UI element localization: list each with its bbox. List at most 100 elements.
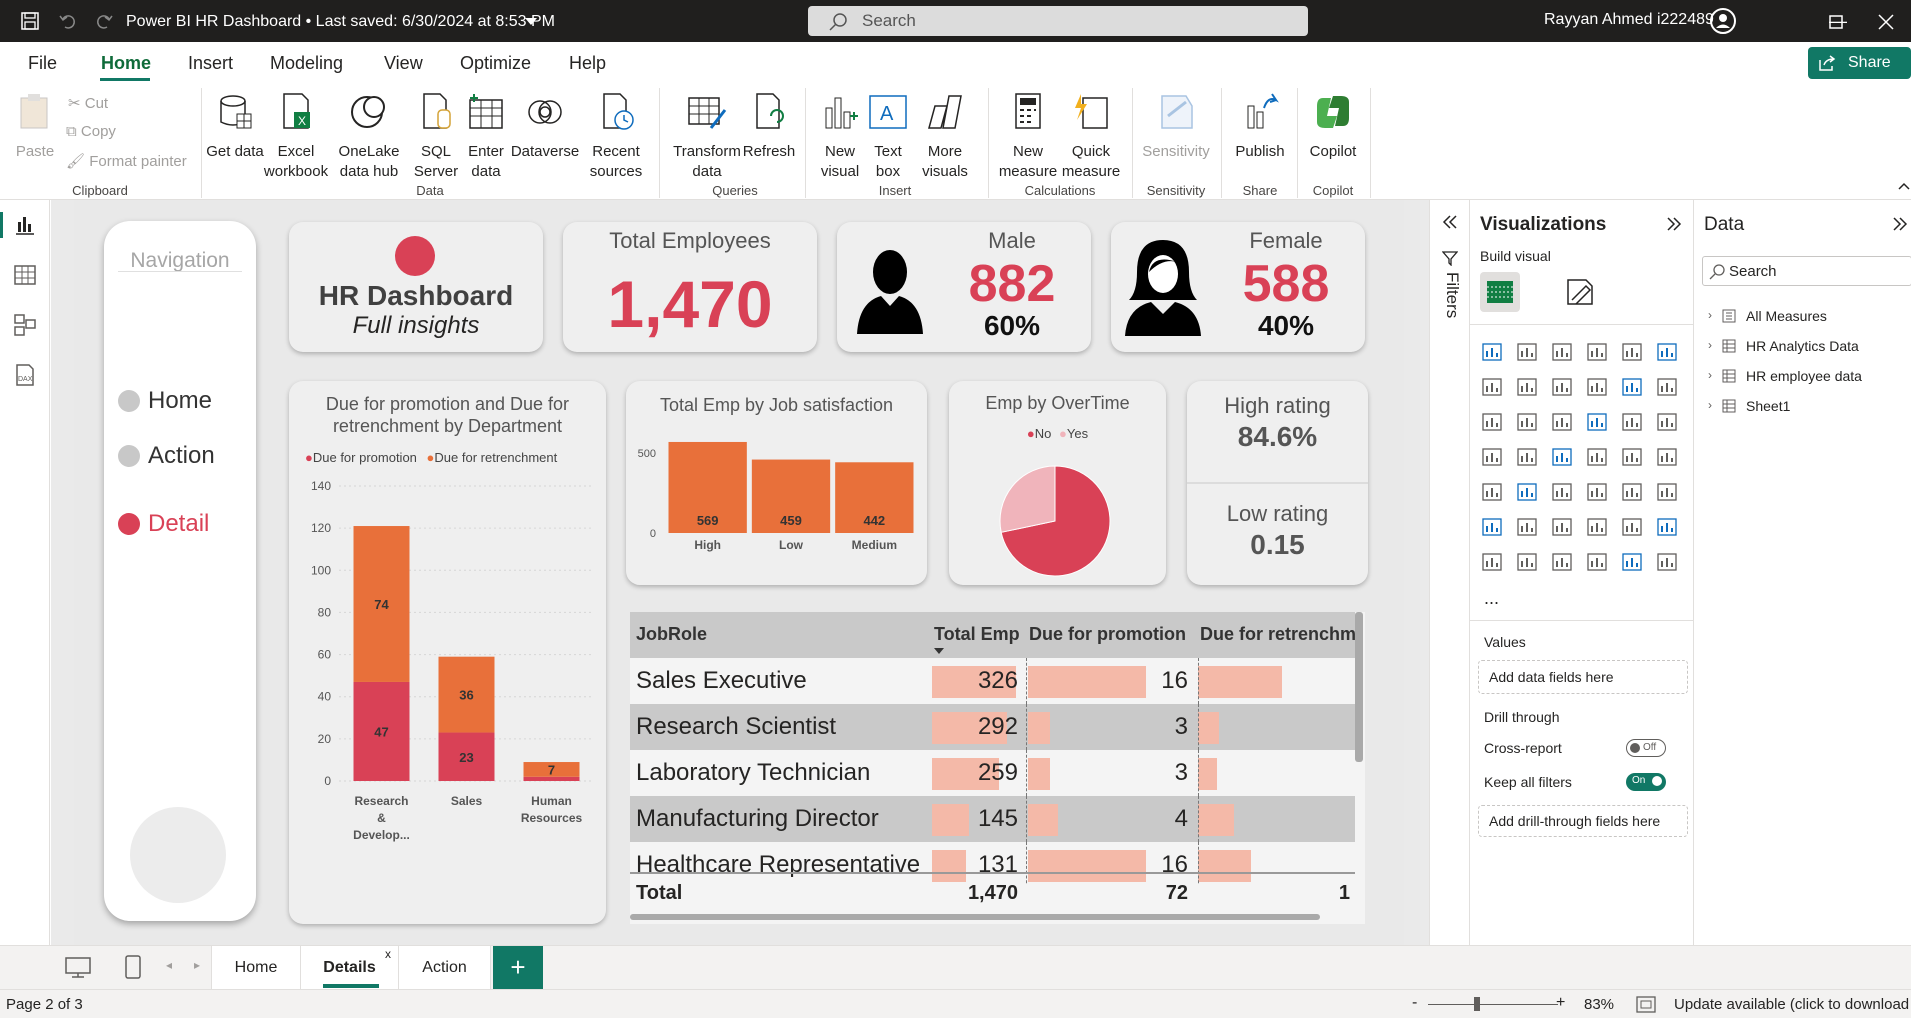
menu-file[interactable]: File	[28, 53, 58, 73]
copilot-button[interactable]: Copilot	[1302, 92, 1364, 162]
power-automate-icon[interactable]	[1550, 550, 1574, 574]
col-header-jobrole[interactable]: JobRole	[636, 624, 708, 644]
cut-button[interactable]: ✂ Cut	[68, 95, 109, 112]
update-available-link[interactable]: Update available (click to download	[1674, 996, 1910, 1013]
vertical-scrollbar[interactable]	[1355, 612, 1363, 762]
card-icon[interactable]	[1620, 445, 1644, 469]
new-measure-button[interactable]: New measure	[996, 92, 1060, 182]
funnel-icon[interactable]	[1515, 410, 1539, 434]
table-row[interactable]: Research Scientist 292 3	[630, 704, 1355, 750]
data-table-all-measures[interactable]: › All Measures	[1708, 306, 1908, 328]
more-icon[interactable]	[1585, 550, 1609, 574]
r-visual-icon[interactable]	[1620, 480, 1644, 504]
ribbon-chart-icon[interactable]	[1585, 375, 1609, 399]
recent-sources-button[interactable]: Recent sources	[582, 92, 650, 182]
format-painter-button[interactable]: 🖌 Format painter	[66, 153, 187, 170]
waterfall-icon[interactable]	[1480, 410, 1504, 434]
qa-icon[interactable]	[1550, 515, 1574, 539]
dax-query-view-icon[interactable]: DAX	[12, 362, 38, 388]
paste-button[interactable]: Paste	[12, 92, 58, 162]
report-view-icon[interactable]	[12, 212, 38, 238]
values-well[interactable]: Add data fields here	[1478, 660, 1688, 694]
stacked-column-icon[interactable]	[1515, 340, 1539, 364]
close-icon[interactable]	[1878, 14, 1894, 30]
get-data-button[interactable]: Get data	[206, 92, 264, 162]
chevron-right-icon[interactable]: ›	[1708, 398, 1712, 412]
share-button[interactable]: Share	[1808, 47, 1911, 79]
quick-measure-button[interactable]: Quick measure	[1060, 92, 1122, 182]
line-column-icon[interactable]	[1620, 375, 1644, 399]
stacked-bar-icon[interactable]	[1480, 340, 1504, 364]
power-apps-icon[interactable]	[1515, 550, 1539, 574]
avatar-icon[interactable]	[1710, 8, 1736, 34]
sensitivity-button[interactable]: Sensitivity	[1138, 92, 1214, 162]
col-header-total-emp[interactable]: Total Emp	[934, 624, 1020, 644]
page-tab-home[interactable]: Home	[211, 946, 301, 990]
page-tab-action[interactable]: Action	[399, 946, 491, 990]
menu-help[interactable]: Help	[569, 53, 607, 73]
sql-server-button[interactable]: SQL Server	[410, 92, 462, 182]
col-header-promotion[interactable]: Due for promotion	[1029, 624, 1186, 644]
zoom-slider-thumb[interactable]	[1474, 997, 1480, 1011]
save-icon[interactable]	[20, 11, 40, 31]
format-visual-icon[interactable]	[1564, 276, 1596, 308]
table-row[interactable]: Sales Executive 326 16	[630, 658, 1355, 704]
transform-data-button[interactable]: Transform data	[668, 92, 746, 182]
donut-icon[interactable]	[1620, 410, 1644, 434]
add-page-button[interactable]: +	[493, 946, 543, 990]
decomposition-tree-icon[interactable]	[1515, 515, 1539, 539]
data-table-hr-analytics[interactable]: › HR Analytics Data	[1708, 336, 1908, 358]
drill-through-well[interactable]: Add drill-through fields here	[1478, 805, 1688, 837]
metrics-icon[interactable]	[1480, 550, 1504, 574]
azure-map-icon[interactable]	[1550, 445, 1574, 469]
close-tab-icon[interactable]: x	[385, 947, 391, 961]
python-visual-icon[interactable]	[1655, 480, 1679, 504]
build-visual-tab[interactable]	[1480, 272, 1520, 312]
enter-data-button[interactable]: Enter data	[462, 92, 510, 182]
next-page-icon[interactable]: ▸	[194, 958, 201, 972]
goals-icon[interactable]	[1655, 515, 1679, 539]
clustered-bar-icon[interactable]	[1550, 340, 1574, 364]
paginated-icon[interactable]	[1620, 515, 1644, 539]
menu-view[interactable]: View	[384, 53, 423, 73]
filters-pane-collapsed[interactable]: Filters	[1429, 200, 1469, 945]
keep-filters-toggle[interactable]: On	[1626, 773, 1666, 791]
overtime-pie-card[interactable]: Emp by OverTime ●No ●Yes	[949, 381, 1166, 585]
collapse-visualizations-icon[interactable]	[1666, 216, 1682, 232]
kpi-icon[interactable]	[1480, 480, 1504, 504]
chevron-right-icon[interactable]: ›	[1708, 368, 1712, 382]
100-bar-icon[interactable]	[1620, 340, 1644, 364]
data-table-hr-employee[interactable]: › HR employee data	[1708, 366, 1908, 388]
more-visuals-button[interactable]: More visuals	[912, 92, 978, 182]
nav-detail-button[interactable]: Detail	[114, 508, 244, 538]
col-header-retrenchment[interactable]: Due for retrenchm	[1200, 624, 1357, 644]
menu-modeling[interactable]: Modeling	[270, 53, 344, 73]
menu-home[interactable]: Home	[101, 53, 152, 73]
filled-map-icon[interactable]	[1515, 445, 1539, 469]
search-input[interactable]: Search	[808, 6, 1308, 36]
redo-icon[interactable]	[94, 11, 114, 31]
chevron-right-icon[interactable]: ›	[1708, 308, 1712, 322]
desktop-layout-icon[interactable]	[64, 956, 92, 980]
area-chart-icon[interactable]	[1515, 375, 1539, 399]
table-row[interactable]: Healthcare Representative 131 16	[630, 842, 1355, 884]
table-visual-icon[interactable]	[1550, 480, 1574, 504]
excel-workbook-button[interactable]: X Excel workbook	[262, 92, 330, 182]
scatter-icon[interactable]	[1550, 410, 1574, 434]
cross-report-toggle[interactable]: Off	[1626, 739, 1666, 757]
slicer-icon[interactable]	[1515, 480, 1539, 504]
100-column-icon[interactable]	[1655, 340, 1679, 364]
new-visual-button[interactable]: New visual	[816, 92, 864, 182]
data-table-sheet1[interactable]: › Sheet1	[1708, 396, 1908, 418]
more-visuals-ellipsis[interactable]: ...	[1484, 588, 1500, 608]
matrix-icon[interactable]	[1585, 480, 1609, 504]
gauge-icon[interactable]	[1585, 445, 1609, 469]
collapse-ribbon-icon[interactable]	[1898, 182, 1910, 190]
multirow-card-icon[interactable]	[1655, 445, 1679, 469]
text-box-button[interactable]: A Text box	[866, 92, 910, 182]
job-satisfaction-card[interactable]: Total Emp by Job satisfaction 0 500 569 Hig…	[626, 381, 927, 585]
dataverse-button[interactable]: Dataverse	[510, 92, 580, 162]
model-view-icon[interactable]	[12, 312, 38, 338]
stacked-area-icon[interactable]	[1550, 375, 1574, 399]
mobile-layout-icon[interactable]	[124, 954, 142, 980]
